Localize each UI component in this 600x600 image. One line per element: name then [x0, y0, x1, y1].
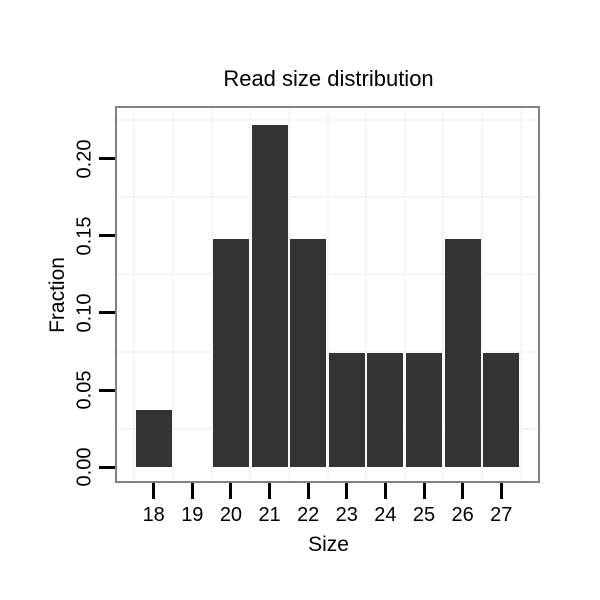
grid-line-vertical: [249, 108, 252, 481]
bar-size-23: [328, 353, 365, 468]
grid-line-vertical: [519, 108, 522, 481]
grid-line-horizontal: [117, 196, 538, 199]
grid-line-vertical: [210, 108, 213, 481]
bar-size-24: [367, 353, 404, 468]
grid-line-vertical: [480, 108, 483, 481]
bar-size-25: [406, 353, 442, 468]
x-axis-tick: [229, 483, 233, 499]
grid-line-horizontal: [117, 350, 538, 353]
bar-size-22: [290, 239, 327, 468]
x-tick-label: 24: [374, 504, 397, 526]
bar-size-27: [483, 353, 520, 468]
grid-line-horizontal: [117, 119, 538, 122]
y-tick-label: 0.10: [73, 293, 96, 333]
grid-line-vertical: [133, 108, 136, 481]
chart-title: Read size distribution: [223, 66, 434, 91]
x-axis-tick: [190, 483, 194, 499]
x-tick-label: 18: [142, 504, 165, 526]
grid-line-horizontal: [117, 427, 538, 430]
y-axis-title: Fraction: [46, 257, 69, 333]
x-axis-tick: [499, 483, 503, 499]
plot-panel: [115, 106, 540, 483]
grid-line-vertical: [403, 108, 406, 481]
bar-size-21: [251, 124, 288, 468]
y-axis-tick: [99, 157, 115, 161]
x-tick-label: 27: [490, 504, 513, 526]
x-axis-tick: [422, 483, 426, 499]
x-tick-label: 19: [181, 504, 204, 526]
x-tick-label: 22: [297, 504, 320, 526]
grid-line-vertical: [172, 108, 174, 481]
x-tick-label: 21: [258, 504, 281, 526]
x-tick-label: 25: [412, 504, 436, 526]
bar-size-26: [444, 239, 481, 468]
y-axis-tick: [99, 388, 115, 392]
x-tick-label: 23: [335, 504, 358, 526]
grid-line-vertical: [365, 108, 368, 481]
y-tick-label: 0.00: [73, 447, 96, 487]
y-tick-label: 0.20: [73, 139, 96, 179]
y-tick-label: 0.05: [73, 370, 96, 410]
x-axis-tick: [306, 483, 310, 499]
x-axis-title: Size: [308, 533, 349, 556]
grid-line-vertical: [442, 108, 445, 481]
x-tick-label: 26: [451, 504, 474, 526]
x-axis-tick: [461, 483, 465, 499]
x-axis-tick: [345, 483, 349, 499]
y-axis-tick: [99, 234, 115, 238]
bar-size-20: [212, 239, 249, 468]
x-axis-tick: [152, 483, 156, 499]
grid-line-horizontal: [117, 273, 538, 276]
y-axis-tick: [99, 465, 115, 469]
grid-line-vertical: [326, 108, 329, 481]
x-axis-tick: [383, 483, 387, 499]
y-axis-tick: [99, 311, 115, 315]
grid-line-vertical: [287, 108, 290, 481]
x-tick-label: 20: [219, 504, 243, 526]
y-tick-label: 0.15: [73, 216, 96, 256]
x-axis-tick: [268, 483, 272, 499]
bar-size-18: [135, 410, 172, 468]
